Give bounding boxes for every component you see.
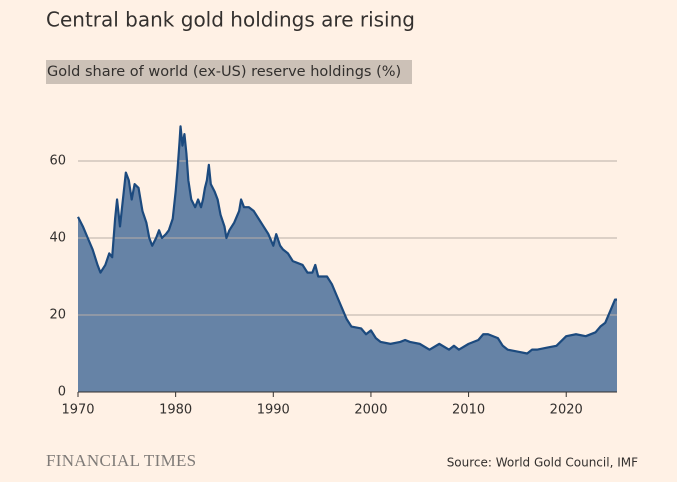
- plot: 0 20 40 60 1970 1980 1990 2000 2010 2020: [49, 125, 617, 418]
- chart-subtitle: Gold share of world (ex-US) reserve hold…: [47, 64, 401, 80]
- x-tick-label: 1980: [159, 403, 192, 418]
- y-tick-label: 20: [49, 308, 66, 323]
- x-tick-label: 1990: [257, 403, 290, 418]
- chart-title: Central bank gold holdings are rising: [46, 8, 415, 32]
- source: Source: World Gold Council, IMF: [447, 456, 638, 470]
- y-tick-label: 0: [58, 385, 66, 400]
- x-tick-label: 2000: [354, 403, 387, 418]
- line: [77, 125, 617, 355]
- x-tick-label: 1970: [61, 403, 94, 418]
- area: [78, 126, 617, 392]
- y-tick-label: 60: [49, 154, 66, 169]
- brand: FINANCIAL TIMES: [46, 451, 196, 470]
- x-tick-label: 2020: [550, 403, 583, 418]
- y-tick-label: 40: [49, 231, 66, 246]
- subtitle-highlight: [46, 60, 412, 84]
- x-tick-label: 2010: [452, 403, 485, 418]
